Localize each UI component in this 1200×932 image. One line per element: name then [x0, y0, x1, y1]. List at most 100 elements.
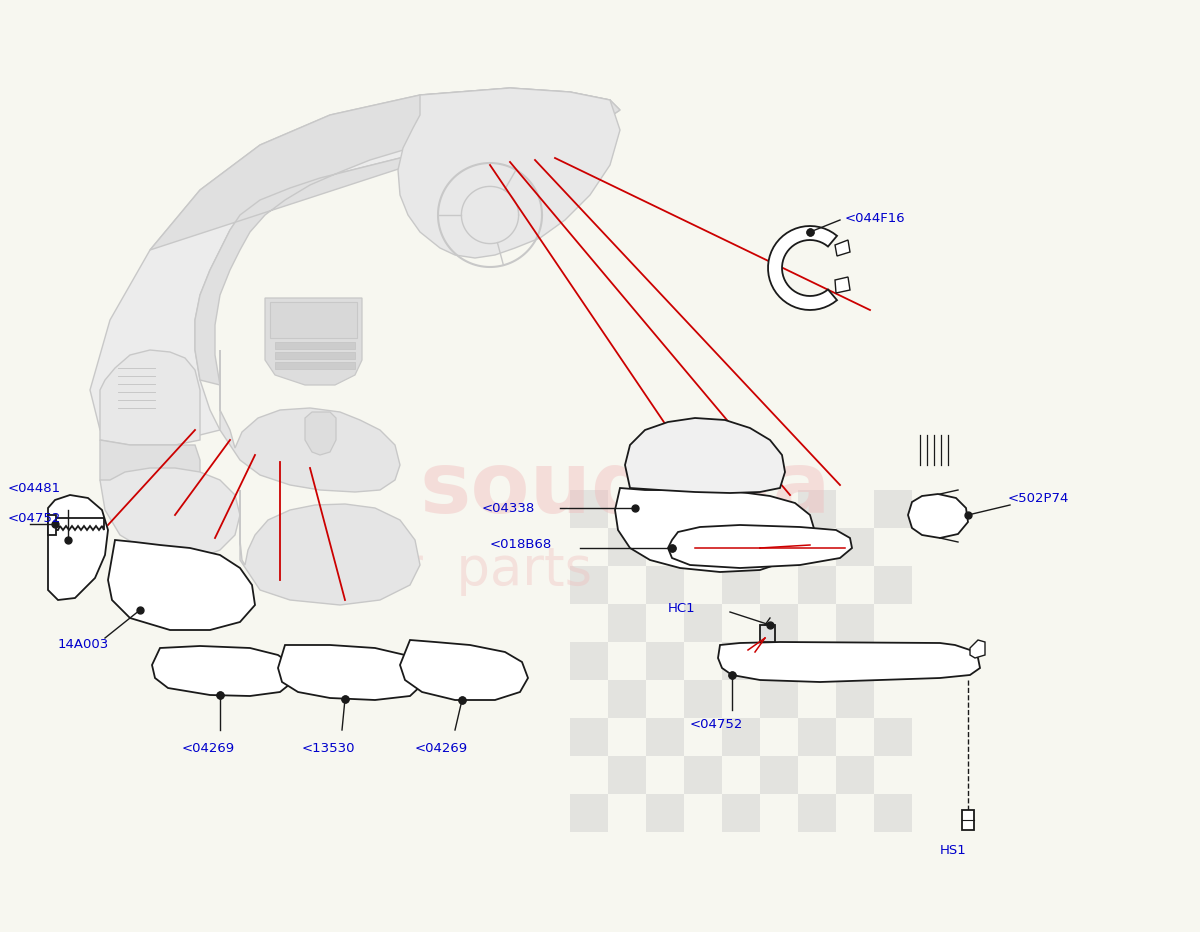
Point	[452, 692, 472, 707]
Bar	[836, 756, 874, 794]
Bar	[684, 566, 722, 604]
Bar	[874, 490, 912, 528]
Bar	[722, 680, 760, 718]
Bar	[874, 794, 912, 832]
Bar	[570, 528, 608, 566]
Bar	[874, 718, 912, 756]
Point	[210, 688, 229, 703]
Bar	[684, 528, 722, 566]
Bar	[608, 528, 646, 566]
Bar	[275, 352, 355, 359]
Bar	[722, 528, 760, 566]
Bar	[608, 490, 646, 528]
Polygon shape	[718, 642, 980, 682]
Text: car  parts: car parts	[340, 544, 592, 596]
Point	[336, 692, 355, 706]
Polygon shape	[100, 350, 200, 445]
Bar	[836, 642, 874, 680]
Bar	[760, 642, 798, 680]
Text: soudena: soudena	[420, 448, 832, 531]
Bar	[836, 718, 874, 756]
Polygon shape	[100, 440, 200, 500]
Polygon shape	[48, 515, 56, 535]
Bar	[798, 604, 836, 642]
Bar	[874, 566, 912, 604]
Polygon shape	[305, 412, 336, 455]
Bar	[722, 756, 760, 794]
Bar	[798, 566, 836, 604]
Bar	[646, 528, 684, 566]
Polygon shape	[625, 418, 785, 493]
Polygon shape	[90, 88, 620, 440]
Point	[452, 692, 472, 707]
Point	[336, 692, 355, 706]
Bar	[646, 756, 684, 794]
Bar	[684, 794, 722, 832]
Text: <04269: <04269	[182, 742, 235, 755]
Bar	[570, 680, 608, 718]
Bar	[684, 680, 722, 718]
Polygon shape	[908, 494, 968, 538]
Bar	[722, 642, 760, 680]
Bar	[684, 604, 722, 642]
Bar	[684, 642, 722, 680]
Point	[722, 667, 742, 682]
Polygon shape	[265, 298, 362, 385]
Bar	[798, 794, 836, 832]
Point	[625, 500, 644, 515]
Bar	[570, 566, 608, 604]
Point	[761, 618, 780, 633]
Bar	[798, 490, 836, 528]
Bar	[722, 490, 760, 528]
Bar	[874, 756, 912, 794]
Bar	[275, 342, 355, 349]
Text: <018B68: <018B68	[490, 539, 552, 552]
Polygon shape	[220, 350, 400, 492]
Bar	[608, 794, 646, 832]
Polygon shape	[970, 640, 985, 658]
Bar	[874, 528, 912, 566]
Polygon shape	[616, 488, 815, 572]
Polygon shape	[768, 226, 836, 310]
Bar	[760, 680, 798, 718]
Bar	[646, 566, 684, 604]
Bar	[874, 680, 912, 718]
Text: <13530: <13530	[302, 742, 355, 755]
Bar	[646, 680, 684, 718]
Text: 14A003: 14A003	[58, 638, 109, 651]
Bar	[722, 604, 760, 642]
Bar	[570, 718, 608, 756]
Bar	[646, 490, 684, 528]
Bar	[570, 490, 608, 528]
Point	[131, 603, 150, 618]
Text: <502P74: <502P74	[1008, 491, 1069, 504]
Bar	[836, 794, 874, 832]
Bar	[760, 794, 798, 832]
Polygon shape	[962, 810, 974, 830]
Bar	[760, 756, 798, 794]
Bar	[760, 528, 798, 566]
Bar	[608, 680, 646, 718]
Bar	[684, 718, 722, 756]
Bar	[874, 642, 912, 680]
Text: <04338: <04338	[482, 501, 535, 514]
Text: HC1: HC1	[668, 601, 696, 614]
Bar	[874, 604, 912, 642]
Bar	[570, 756, 608, 794]
Text: <04752: <04752	[8, 512, 61, 525]
Bar	[570, 642, 608, 680]
Polygon shape	[760, 625, 775, 642]
Polygon shape	[278, 645, 425, 700]
Polygon shape	[55, 518, 104, 530]
Polygon shape	[668, 525, 852, 568]
Polygon shape	[240, 490, 420, 605]
Text: HS1: HS1	[940, 843, 967, 857]
Polygon shape	[398, 88, 620, 258]
Polygon shape	[48, 495, 108, 600]
Bar	[760, 604, 798, 642]
Bar	[570, 794, 608, 832]
Bar	[608, 566, 646, 604]
Bar	[608, 642, 646, 680]
Text: <044F16: <044F16	[845, 212, 906, 225]
Bar	[798, 680, 836, 718]
